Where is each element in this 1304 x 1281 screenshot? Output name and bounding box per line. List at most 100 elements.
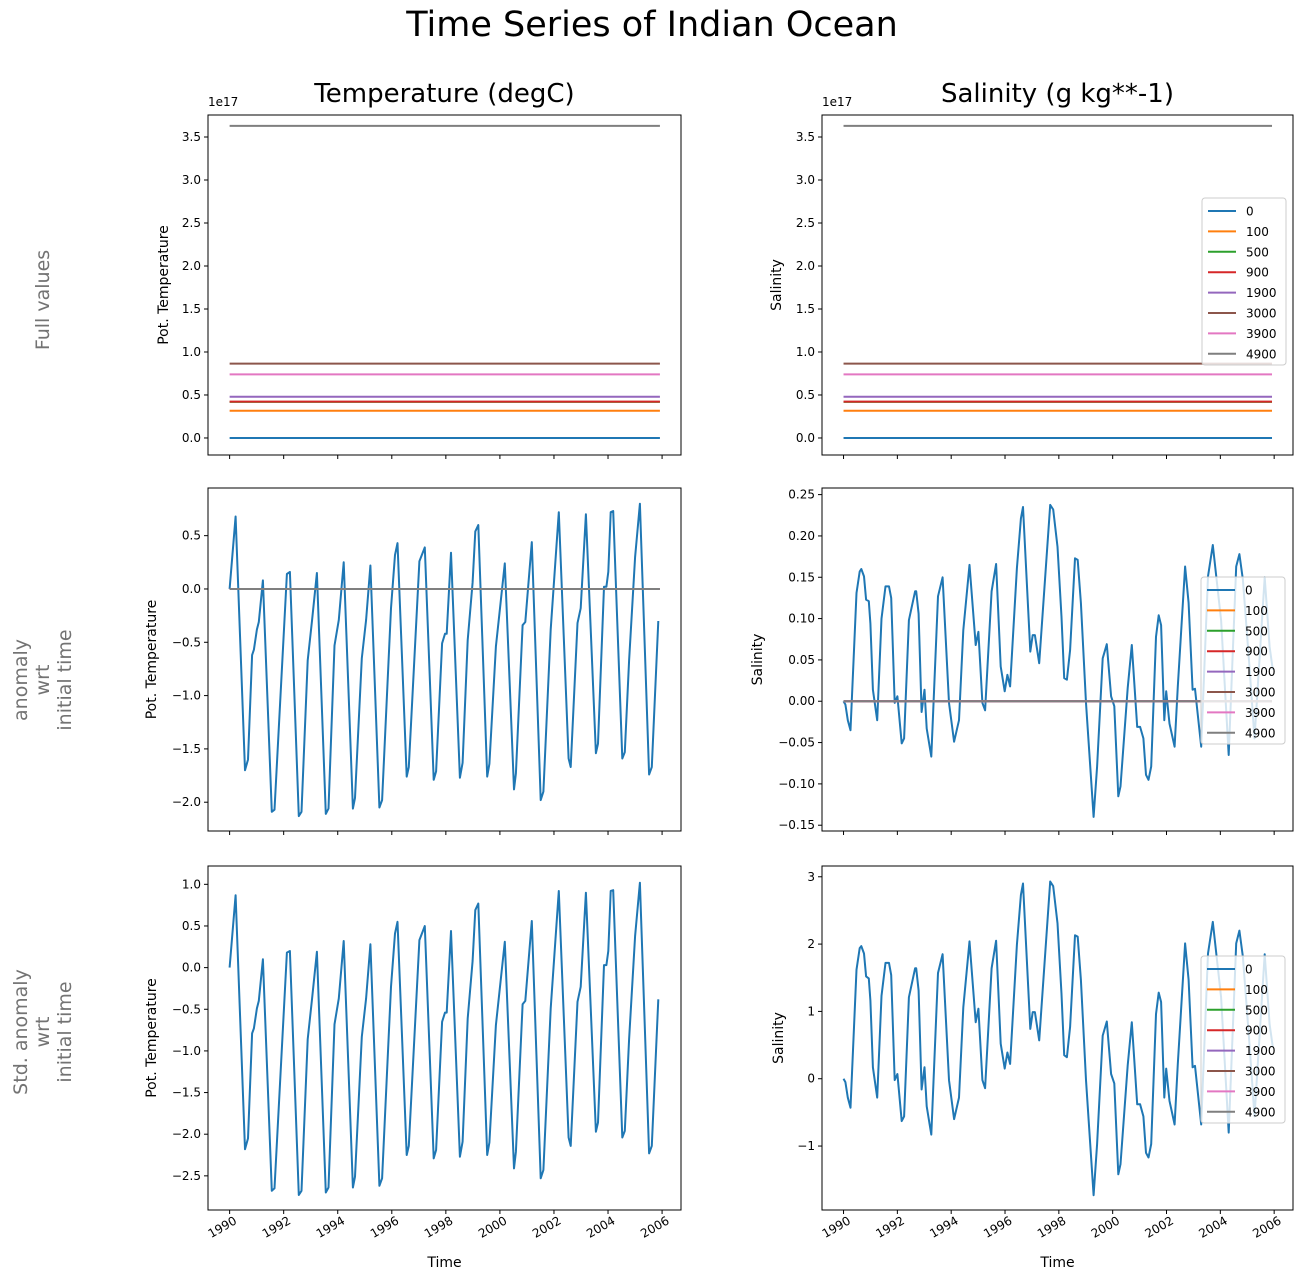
x-tick-label: 2002 bbox=[530, 1213, 563, 1240]
legend-box bbox=[1200, 576, 1286, 745]
legend-item-100: 100 bbox=[1207, 604, 1268, 618]
series-line-depth-0 bbox=[228, 881, 660, 1196]
legend-item-4900: 4900 bbox=[1207, 1105, 1276, 1119]
axes-frame bbox=[821, 114, 1294, 456]
x-tick-label: 1994 bbox=[314, 1213, 347, 1240]
legend-item-500: 500 bbox=[1207, 1003, 1268, 1017]
subplot-r0-c0: 0.0 0.5 1.0 1.5 2.0 2.5 3.0 3.5 1e17 Temperature … bbox=[156, 79, 682, 459]
plot-area bbox=[843, 124, 1273, 439]
y-tick-label: 0.0 bbox=[182, 431, 201, 445]
legend-item-3000: 3000 bbox=[1208, 307, 1277, 321]
legend-item-4900: 4900 bbox=[1207, 726, 1276, 740]
y-tick-label: 0.10 bbox=[788, 612, 815, 626]
y-tick-label: 2.5 bbox=[796, 216, 815, 230]
y-tick-label: 3.0 bbox=[796, 173, 815, 187]
legend-label: 500 bbox=[1245, 624, 1268, 638]
legend-item-3000: 3000 bbox=[1207, 686, 1276, 700]
legend-label: 3000 bbox=[1246, 307, 1277, 321]
y-tick-label: 3.0 bbox=[182, 173, 201, 187]
y-tick-label: −1.5 bbox=[172, 1086, 201, 1100]
x-tick-label: 1994 bbox=[927, 1213, 960, 1240]
x-tick-label: 1996 bbox=[981, 1213, 1014, 1240]
y-tick-label: 3.5 bbox=[796, 130, 815, 144]
y-tick-label: 1.5 bbox=[182, 302, 201, 316]
y-tick-label: −1.0 bbox=[172, 1044, 201, 1058]
y-tick-label: 1.0 bbox=[796, 345, 815, 359]
y-tick-label: 2.5 bbox=[182, 216, 201, 230]
y-tick-label: 0.0 bbox=[182, 582, 201, 596]
subplots: 0.0 0.5 1.0 1.5 2.0 2.5 3.0 3.5 1e17 Temperature … bbox=[144, 79, 1294, 1271]
legend-label: 100 bbox=[1246, 225, 1269, 239]
legend-item-500: 500 bbox=[1208, 245, 1269, 259]
axes-frame bbox=[821, 865, 1294, 1211]
y-tick-label: 0.0 bbox=[182, 961, 201, 975]
axes-frame bbox=[207, 865, 682, 1211]
y-offset-label: 1e17 bbox=[822, 95, 852, 109]
row-label-line: wrt bbox=[32, 665, 54, 696]
legend-item-3900: 3900 bbox=[1208, 327, 1277, 341]
legend-item-0: 0 bbox=[1208, 205, 1254, 219]
row-label-line: wrt bbox=[32, 1017, 54, 1048]
row-label-line: initial time bbox=[54, 981, 76, 1082]
series-line-depth-0 bbox=[842, 503, 1274, 818]
subplot-r1-c0: −2.0 −1.5 −1.0 −0.5 0.0 0.5 Pot. Temperature bbox=[144, 487, 682, 835]
subplot-r2-c1: −1 0 1 2 3 1990 1992 1994 1996 1998 2000 2002 2004 20… bbox=[771, 865, 1294, 1271]
y-tick-label: −0.15 bbox=[778, 818, 815, 832]
y-axis-label: Pot. Temperature bbox=[144, 978, 160, 1098]
y-tick-label: 1.0 bbox=[182, 345, 201, 359]
legend-label: 1900 bbox=[1245, 1044, 1276, 1058]
legend-item-900: 900 bbox=[1208, 266, 1269, 280]
legend-label: 4900 bbox=[1246, 347, 1277, 361]
x-tick-label: 1990 bbox=[820, 1213, 853, 1240]
legend-item-1900: 1900 bbox=[1208, 286, 1277, 300]
legend-item-100: 100 bbox=[1207, 983, 1268, 997]
x-tick-label: 1998 bbox=[422, 1213, 455, 1240]
row-label-line: Std. anomaly bbox=[10, 969, 32, 1095]
subplot-r1-c1: −0.15 −0.10 −0.05 0.00 0.05 0.10 0.15 0.20 0.25 S… bbox=[750, 487, 1294, 835]
y-tick-label: −0.5 bbox=[172, 1002, 201, 1016]
y-tick-label: 0.15 bbox=[788, 570, 815, 584]
y-tick-label: 0.5 bbox=[182, 919, 201, 933]
subplot-title: Temperature (degC) bbox=[313, 79, 574, 109]
x-tick-label: 2002 bbox=[1143, 1213, 1176, 1240]
legend-label: 0 bbox=[1245, 584, 1253, 598]
subplot-r0-c1: 0.0 0.5 1.0 1.5 2.0 2.5 3.0 3.5 1e17 Salinity (g … bbox=[769, 79, 1294, 459]
y-tick-label: 3 bbox=[807, 870, 815, 884]
legend-label: 1900 bbox=[1246, 286, 1277, 300]
y-tick-label: 2.0 bbox=[796, 259, 815, 273]
y-tick-label: 0.05 bbox=[788, 653, 815, 667]
legend-item-3000: 3000 bbox=[1207, 1065, 1276, 1079]
x-tick-label: 2004 bbox=[584, 1213, 617, 1240]
y-tick-label: 0.25 bbox=[788, 488, 815, 502]
y-tick-label: −2.0 bbox=[172, 1127, 201, 1141]
x-tick-label: 1992 bbox=[260, 1213, 293, 1240]
y-tick-label: 1.0 bbox=[182, 877, 201, 891]
y-tick-label: 1.5 bbox=[796, 302, 815, 316]
x-tick-label: 1996 bbox=[368, 1213, 401, 1240]
y-tick-label: 0 bbox=[807, 1072, 815, 1086]
legend-label: 900 bbox=[1245, 1024, 1268, 1038]
legend-label: 100 bbox=[1245, 983, 1268, 997]
y-tick-label: 2 bbox=[807, 937, 815, 951]
subplot-r2-c0: −2.5 −2.0 −1.5 −1.0 −0.5 0.0 0.5 1.0 1990 1992 199… bbox=[144, 865, 682, 1271]
axes-frame bbox=[207, 487, 682, 832]
legend-label: 100 bbox=[1245, 604, 1268, 618]
row-label: Full values bbox=[32, 250, 54, 350]
y-tick-label: −0.5 bbox=[172, 635, 201, 649]
legend-label: 3900 bbox=[1245, 1085, 1276, 1099]
y-axis-label: Pot. Temperature bbox=[144, 600, 160, 720]
legend-label: 0 bbox=[1245, 963, 1253, 977]
y-tick-label: 0.0 bbox=[796, 431, 815, 445]
legend-label: 3900 bbox=[1246, 327, 1277, 341]
legend-label: 3900 bbox=[1245, 706, 1276, 720]
legend-item-4900: 4900 bbox=[1208, 347, 1277, 361]
legend-item-900: 900 bbox=[1207, 645, 1268, 659]
y-tick-label: −0.05 bbox=[778, 736, 815, 750]
y-tick-label: 0.5 bbox=[182, 388, 201, 402]
plot-area bbox=[228, 502, 660, 818]
y-tick-label: −1.0 bbox=[172, 689, 201, 703]
legend-label: 500 bbox=[1245, 1003, 1268, 1017]
legend-item-100: 100 bbox=[1208, 225, 1269, 239]
figure-title: Time Series of Indian Ocean bbox=[405, 5, 898, 45]
